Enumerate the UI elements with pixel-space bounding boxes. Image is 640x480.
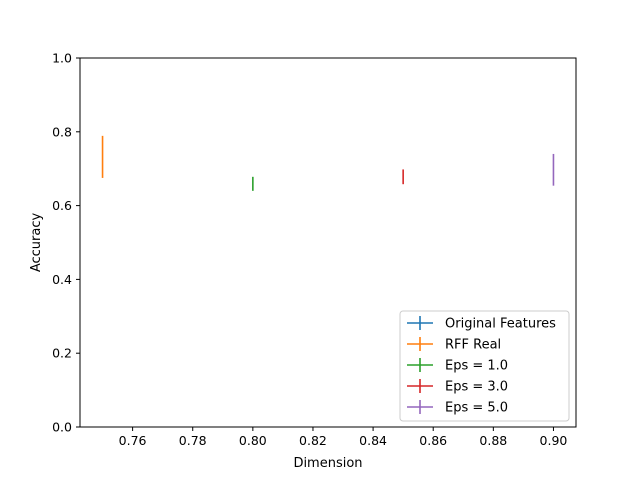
y-tick-label: 0.8: [52, 124, 72, 139]
y-tick-label: 0.6: [52, 198, 72, 213]
y-axis-label: Accuracy: [29, 213, 44, 273]
y-axis-ticks: 0.0 0.2 0.4 0.6 0.8 1.0: [52, 51, 80, 435]
x-axis-ticks: 0.76 0.78 0.80 0.82 0.84 0.86 0.88 0.90: [119, 427, 568, 448]
x-tick-label: 0.86: [419, 433, 447, 448]
y-tick-label: 0.0: [52, 420, 72, 435]
x-tick-label: 0.76: [119, 433, 147, 448]
legend: Original Features RFF Real Eps = 1.0 Eps = …: [399, 310, 570, 422]
y-tick-label: 0.4: [52, 272, 72, 287]
y-tick-label: 1.0: [52, 51, 72, 66]
x-tick-label: 0.80: [239, 433, 267, 448]
legend-label: Eps = 5.0: [445, 401, 508, 416]
x-axis-label: Dimension: [293, 456, 362, 471]
axes-frame: [79, 57, 577, 428]
x-tick-label: 0.88: [479, 433, 507, 448]
legend-label: Eps = 3.0: [445, 380, 508, 395]
x-tick-label: 0.78: [179, 433, 207, 448]
legend-label: Eps = 1.0: [445, 359, 508, 374]
x-tick-label: 0.82: [299, 433, 327, 448]
y-tick-label: 0.2: [52, 346, 72, 361]
plot-area: [79, 57, 577, 428]
series-layer: [101, 135, 555, 191]
legend-label: Original Features: [445, 317, 556, 332]
x-tick-label: 0.84: [359, 433, 387, 448]
legend-box: [399, 310, 570, 422]
legend-label: RFF Real: [445, 338, 501, 353]
x-tick-label: 0.90: [540, 433, 568, 448]
